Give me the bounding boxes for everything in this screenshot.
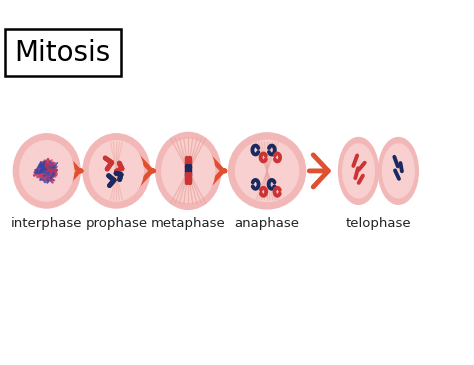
Text: anaphase: anaphase <box>235 217 300 230</box>
Ellipse shape <box>20 141 73 201</box>
Ellipse shape <box>236 140 299 201</box>
Text: metaphase: metaphase <box>151 217 226 230</box>
Text: interphase: interphase <box>11 217 82 230</box>
Ellipse shape <box>162 139 215 203</box>
Ellipse shape <box>378 138 419 204</box>
Text: Mitosis: Mitosis <box>15 39 111 66</box>
Ellipse shape <box>383 144 414 198</box>
Ellipse shape <box>343 144 374 198</box>
Ellipse shape <box>90 141 143 201</box>
Ellipse shape <box>156 132 221 210</box>
Ellipse shape <box>338 138 378 204</box>
Text: telophase: telophase <box>346 217 411 230</box>
Ellipse shape <box>228 133 306 209</box>
Ellipse shape <box>13 134 80 208</box>
Text: prophase: prophase <box>85 217 147 230</box>
Ellipse shape <box>83 134 150 208</box>
